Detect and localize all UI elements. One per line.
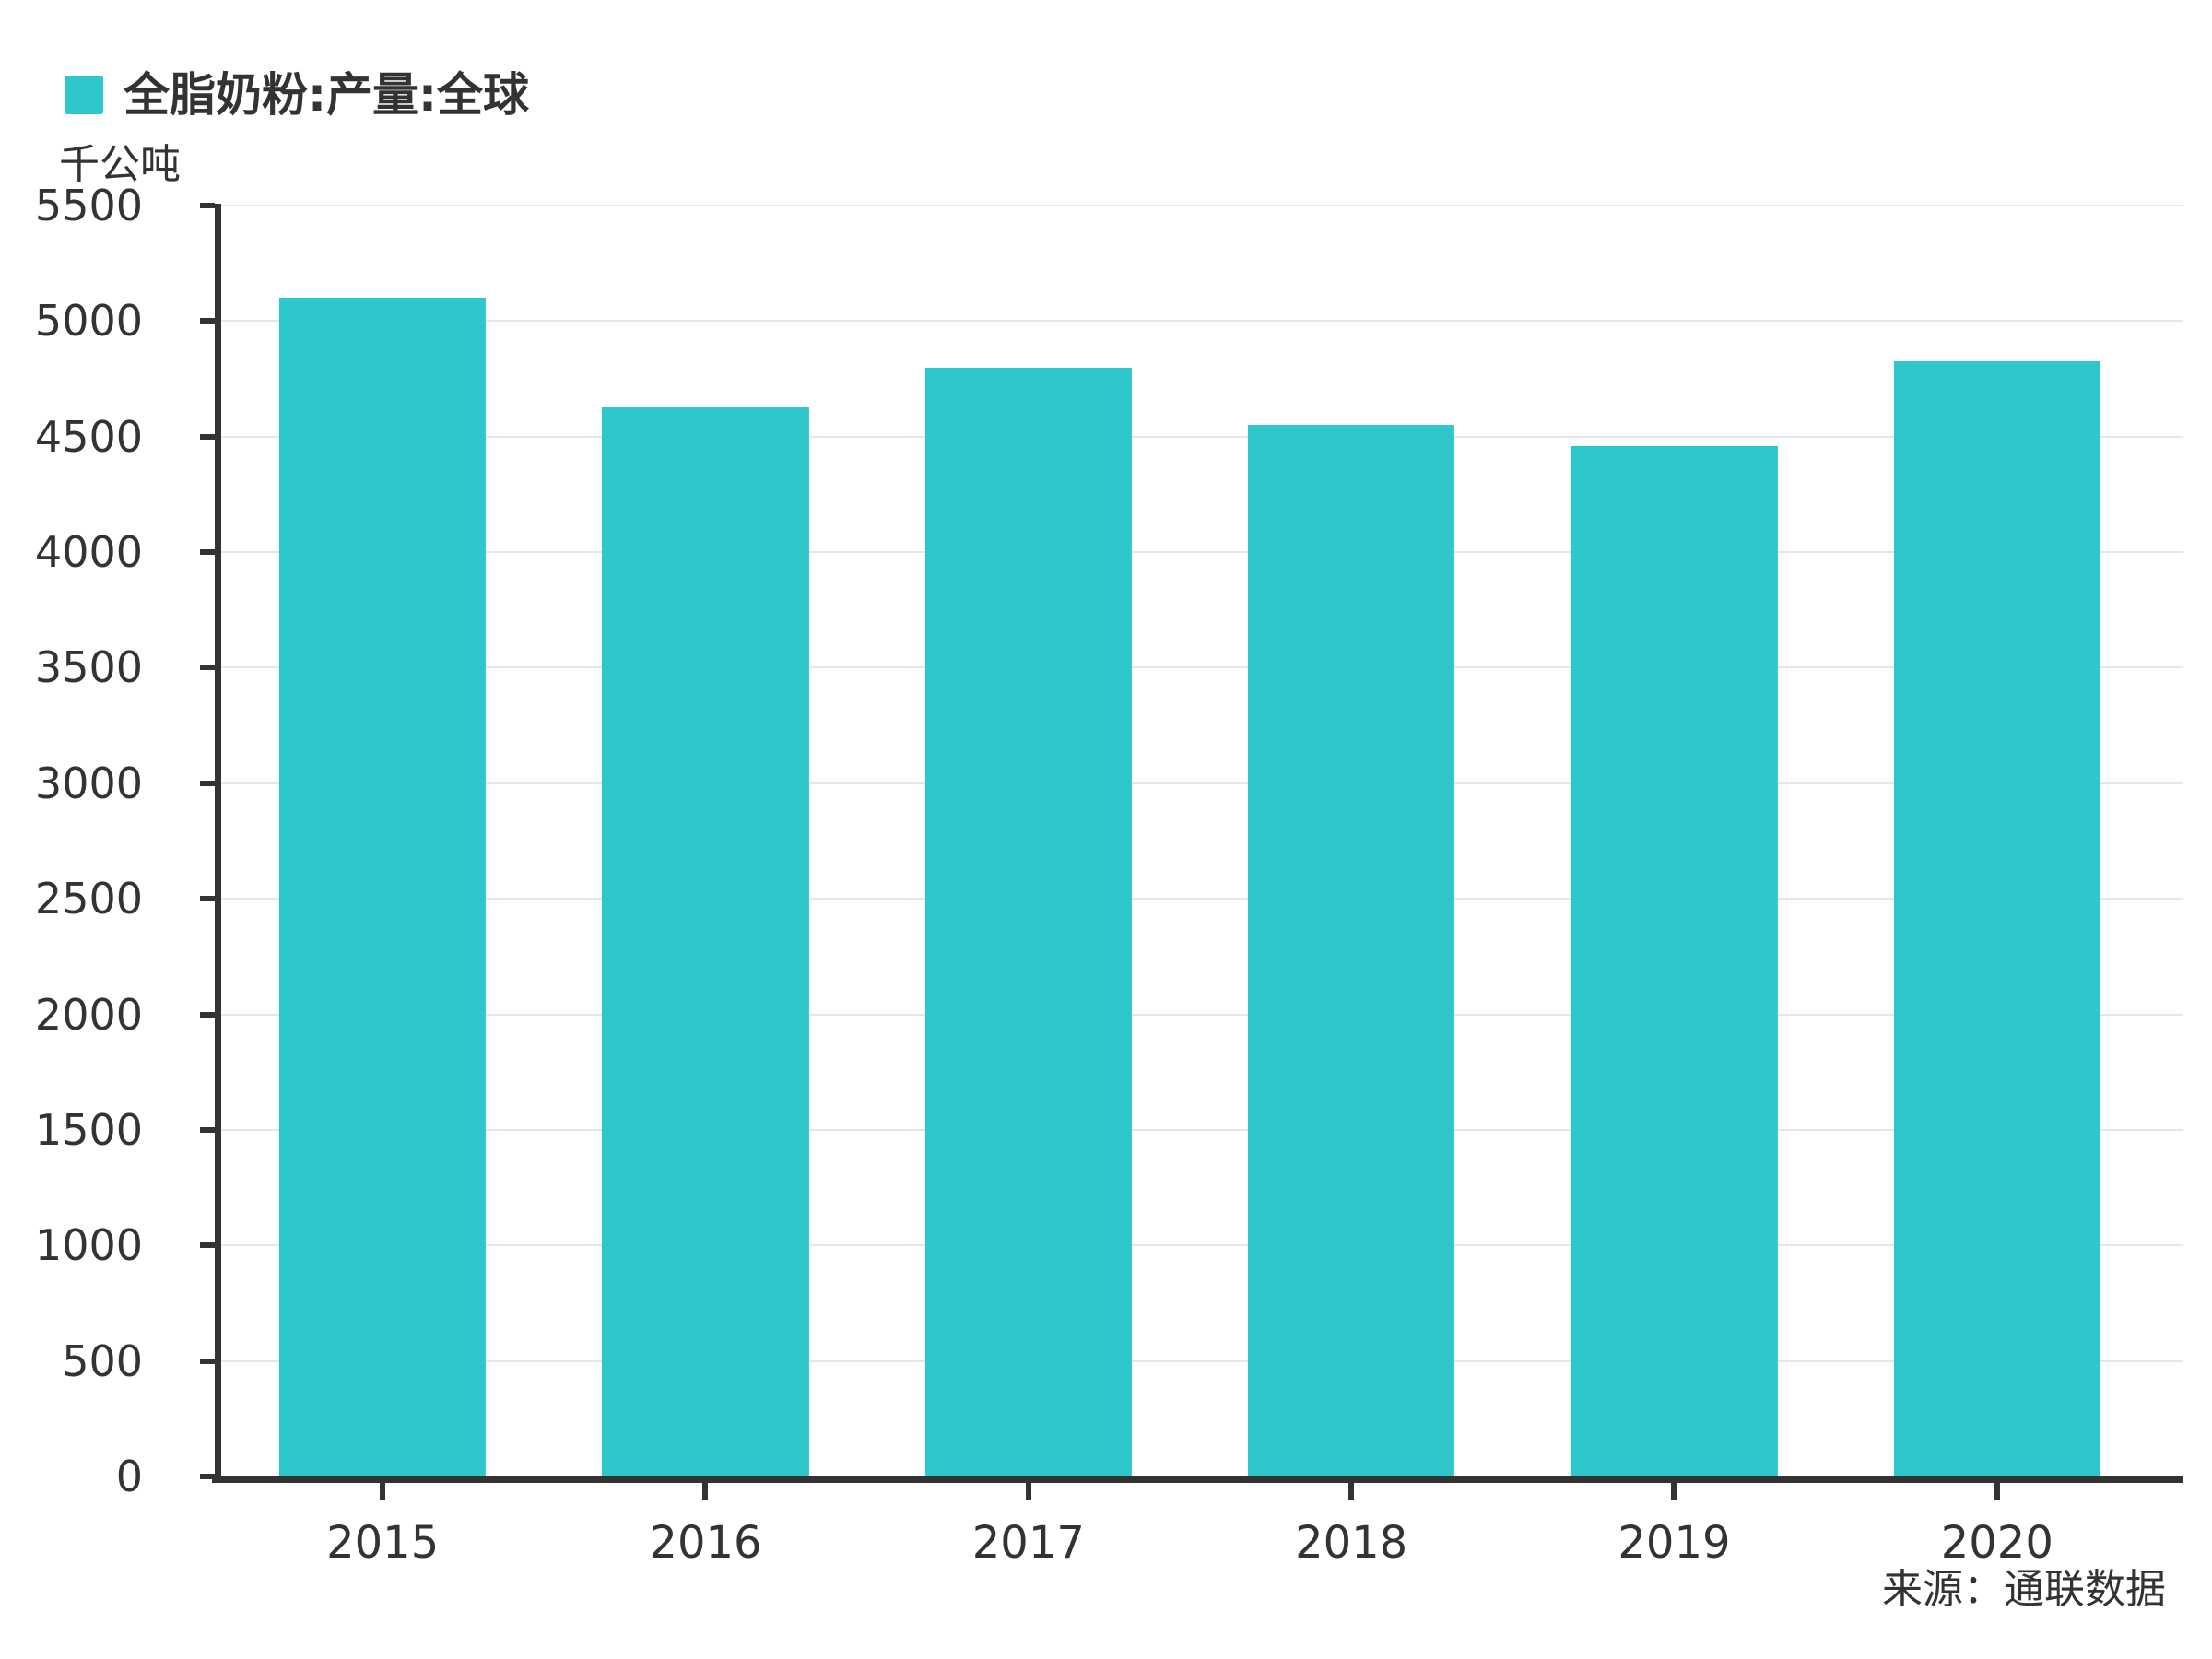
gridline-5000 [221, 320, 2183, 323]
y-tick-5500 [200, 203, 215, 208]
gridline-5500 [221, 205, 2183, 206]
x-tick-2017 [1025, 1483, 1031, 1500]
y-axis-label-1000: 1000 [34, 1220, 143, 1271]
y-axis-label-1500: 1500 [34, 1104, 143, 1155]
y-tick-1500 [200, 1126, 215, 1133]
gridline-1500 [221, 1128, 2183, 1131]
bar-2017[interactable] [924, 367, 1132, 1477]
y-tick-4000 [200, 549, 215, 556]
x-axis-line [212, 1476, 2183, 1483]
bar-slot-2018: 2018 [1190, 206, 1512, 1569]
y-tick-4500 [200, 433, 215, 440]
y-axis-label-5500: 5500 [34, 181, 143, 230]
legend-item[interactable]: 全脂奶粉:产量:全球 [65, 72, 529, 118]
y-axis-unit-label: 千公吨 [59, 141, 181, 188]
bar-2015[interactable] [279, 298, 487, 1477]
gridline-2000 [221, 1013, 2183, 1016]
source-attribution: 来源：通联数据 [1882, 1566, 2166, 1613]
x-axis-label-2019: 2019 [1618, 1517, 1731, 1569]
gridline-4000 [221, 551, 2183, 554]
x-tick-2018 [1348, 1483, 1355, 1500]
legend-swatch-icon [65, 76, 103, 114]
y-axis-line [215, 204, 221, 1483]
y-tick-1000 [200, 1242, 215, 1249]
bar-slot-2019: 2019 [1512, 206, 1835, 1569]
x-tick-2015 [380, 1483, 386, 1500]
bar-2018[interactable] [1248, 425, 1455, 1477]
gridline-4500 [221, 435, 2183, 438]
gridline-500 [221, 1359, 2183, 1362]
bar-slot-2017: 2017 [867, 206, 1190, 1569]
x-axis-label-2020: 2020 [1940, 1517, 2053, 1569]
x-tick-2020 [1994, 1483, 2000, 1500]
gridline-2500 [221, 898, 2183, 900]
y-axis-label-2500: 2500 [34, 874, 143, 924]
y-axis-label-500: 500 [62, 1335, 143, 1386]
bar-slot-2020: 2020 [1836, 206, 2159, 1569]
bar-slot-2015: 2015 [221, 206, 544, 1569]
bar-slots: 2015 2016 2017 2018 2019 2020 [221, 206, 2159, 1569]
y-axis-label-4000: 4000 [34, 527, 143, 578]
gridline-3500 [221, 666, 2183, 669]
gridline-3000 [221, 782, 2183, 784]
bar-2016[interactable] [602, 407, 809, 1477]
x-tick-2016 [702, 1483, 709, 1500]
bar-2020[interactable] [1893, 361, 2100, 1477]
y-axis-label-3500: 3500 [34, 642, 143, 693]
x-axis-label-2015: 2015 [326, 1517, 440, 1569]
y-axis-label-3000: 3000 [34, 758, 143, 808]
y-tick-3000 [200, 780, 215, 786]
y-tick-3500 [200, 665, 215, 671]
x-axis-label-2017: 2017 [971, 1517, 1085, 1569]
x-tick-2019 [1671, 1483, 1677, 1500]
plot-area: 0 500 1000 1500 2000 2500 3000 3500 4000 4500 5000… [35, 181, 2183, 1569]
y-axis-label-2000: 2000 [34, 989, 143, 1040]
x-axis-label-2018: 2018 [1295, 1517, 1408, 1569]
y-tick-2000 [200, 1011, 215, 1018]
legend-label: 全脂奶粉:产量:全球 [124, 68, 529, 122]
y-tick-5000 [200, 318, 215, 324]
gridline-1000 [221, 1244, 2183, 1247]
bar-slot-2016: 2016 [544, 206, 866, 1569]
y-tick-2500 [200, 896, 215, 902]
bar-2019[interactable] [1571, 445, 1778, 1477]
y-axis-label-0: 0 [115, 1452, 143, 1501]
y-axis-label-4500: 4500 [34, 411, 143, 462]
x-axis-label-2016: 2016 [649, 1517, 762, 1569]
y-axis-label-5000: 5000 [34, 296, 143, 347]
y-tick-0 [200, 1474, 215, 1479]
y-tick-500 [200, 1358, 215, 1364]
